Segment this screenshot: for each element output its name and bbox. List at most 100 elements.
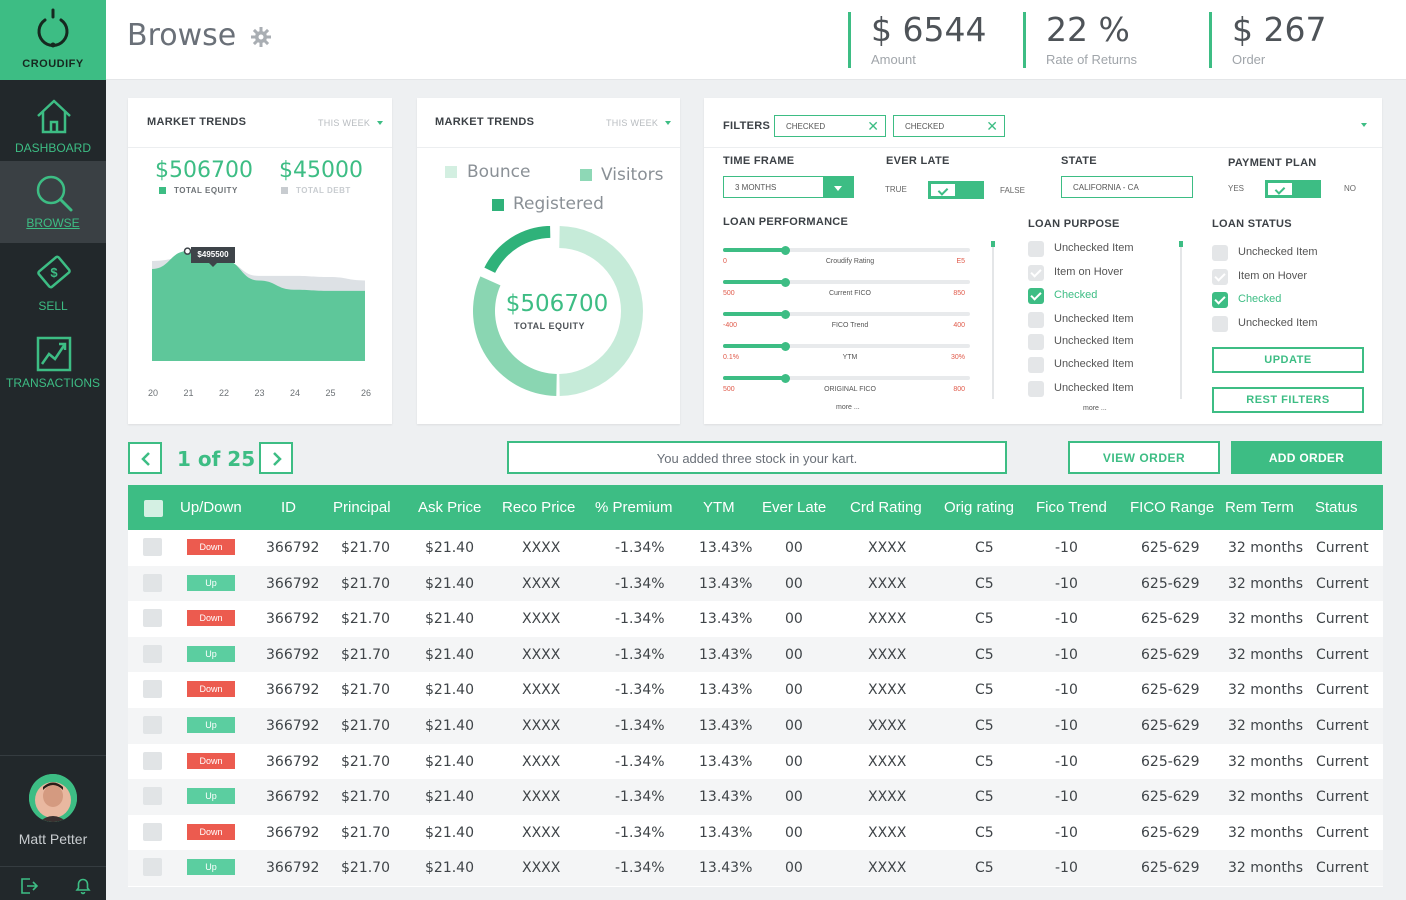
filter-chip[interactable]: CHECKED ✕ (774, 115, 886, 137)
checkbox[interactable] (1028, 312, 1044, 328)
table-row[interactable]: Up 366792 $21.70 $21.40 XXXX -1.34% 13.43% 00 XX… (128, 850, 1383, 886)
chevron-down-icon[interactable] (377, 121, 383, 125)
more-link[interactable]: more ... (1083, 405, 1107, 412)
row-checkbox[interactable] (143, 858, 162, 877)
avatar[interactable] (29, 774, 77, 822)
checkbox-item[interactable]: Item on Hover (1028, 265, 1178, 281)
scroll-thumb[interactable] (1179, 241, 1183, 247)
column-header[interactable]: Up/Down (180, 499, 242, 516)
range-slider[interactable] (723, 277, 970, 287)
range-slider[interactable] (723, 373, 970, 383)
column-header[interactable]: Ask Price (418, 499, 482, 516)
checkbox[interactable] (1212, 269, 1228, 285)
checkbox-item[interactable]: Unchecked Item (1028, 357, 1178, 373)
slider-handle[interactable] (780, 277, 790, 287)
row-checkbox[interactable] (143, 644, 162, 663)
row-checkbox[interactable] (143, 680, 162, 699)
table-row[interactable]: Up 366792 $21.70 $21.40 XXXX -1.34% 13.43% 00 XX… (128, 565, 1383, 602)
row-checkbox[interactable] (143, 751, 162, 770)
checkbox-item[interactable]: Checked (1212, 292, 1362, 308)
checkbox-item[interactable]: Unchecked Item (1028, 241, 1178, 257)
filter-chip[interactable]: CHECKED ✕ (893, 115, 1005, 137)
checkbox[interactable] (1212, 245, 1228, 261)
checkbox[interactable] (1212, 292, 1228, 308)
period-select[interactable]: THIS WEEK (318, 118, 371, 128)
row-checkbox[interactable] (143, 716, 162, 734)
range-slider[interactable] (723, 309, 970, 319)
checkbox-item[interactable]: Unchecked Item (1028, 312, 1178, 328)
checkbox[interactable] (1028, 381, 1044, 397)
checkbox-item[interactable]: Item on Hover (1212, 269, 1362, 285)
table-row[interactable]: Down 366792 $21.70 $21.40 XXXX -1.34% 13.43% 00… (128, 601, 1383, 637)
checkbox[interactable] (1028, 357, 1044, 373)
reset-filters-button[interactable]: REST FILTERS (1212, 387, 1364, 413)
table-row[interactable]: Down 366792 $21.70 $21.40 XXXX -1.34% 13.43% 00… (128, 672, 1383, 708)
column-header[interactable]: Crd Rating (850, 499, 922, 516)
scroll-thumb[interactable] (991, 241, 995, 247)
column-header[interactable]: YTM (703, 499, 735, 516)
bell-icon[interactable] (73, 876, 93, 896)
view-order-button[interactable]: VIEW ORDER (1068, 441, 1220, 474)
table-row[interactable]: Down 366792 $21.70 $21.40 XXXX -1.34% 13.43% 00… (128, 530, 1383, 566)
gear-icon[interactable] (250, 26, 272, 48)
checkbox[interactable] (1028, 334, 1044, 350)
column-header[interactable]: Rem Term (1225, 499, 1294, 516)
logout-icon[interactable] (19, 876, 39, 896)
checkbox[interactable] (1212, 316, 1228, 332)
column-header[interactable]: % Premium (595, 499, 673, 516)
slider-handle[interactable] (780, 373, 790, 383)
checkbox[interactable] (1028, 241, 1044, 257)
time-frame-select[interactable]: 3 MONTHS (723, 176, 854, 198)
checkbox[interactable] (1028, 265, 1044, 281)
close-icon[interactable]: ✕ (986, 118, 998, 134)
column-header[interactable]: Status (1315, 499, 1358, 516)
period-select[interactable]: THIS WEEK (606, 118, 659, 128)
checkbox-item[interactable]: Unchecked Item (1028, 381, 1178, 397)
table-row[interactable]: Down 366792 $21.70 $21.40 XXXX -1.34% 13.43% 00… (128, 815, 1383, 851)
column-header[interactable]: Orig rating (944, 499, 1015, 516)
close-icon[interactable]: ✕ (867, 118, 879, 134)
chevron-down-icon[interactable] (665, 121, 671, 125)
checkbox-item[interactable]: Checked (1028, 288, 1178, 304)
range-slider[interactable] (723, 245, 970, 255)
chart-point[interactable] (183, 247, 192, 255)
column-header[interactable]: Principal (333, 499, 391, 516)
ever-late-toggle[interactable] (928, 181, 984, 199)
prev-page-button[interactable] (128, 442, 162, 474)
row-checkbox[interactable] (143, 822, 162, 841)
scrollbar[interactable] (1179, 241, 1183, 399)
checkbox-item[interactable]: Unchecked Item (1212, 316, 1362, 332)
range-slider[interactable] (723, 341, 970, 351)
donut-segment-registered[interactable] (484, 226, 551, 273)
donut-segment-bounce[interactable] (559, 226, 644, 396)
checkbox-item[interactable]: Unchecked Item (1212, 245, 1362, 261)
slider-handle[interactable] (780, 245, 790, 255)
table-row[interactable]: Up 366792 $21.70 $21.40 XXXX -1.34% 13.43% 00 XX… (128, 636, 1383, 673)
chevron-down-icon[interactable] (823, 177, 853, 197)
app-logo[interactable]: CROUDIFY (0, 0, 106, 80)
table-row[interactable]: Up 366792 $21.70 $21.40 XXXX -1.34% 13.43% 00 XX… (128, 779, 1383, 815)
row-checkbox[interactable] (143, 573, 162, 592)
column-header[interactable]: Fico Trend (1036, 499, 1107, 516)
column-header[interactable]: Reco Price (502, 499, 576, 516)
payment-plan-toggle[interactable] (1265, 180, 1321, 198)
more-link[interactable]: more ... (836, 404, 860, 411)
table-row[interactable]: Up 366792 $21.70 $21.40 XXXX -1.34% 13.43% 00 XX… (128, 708, 1383, 744)
slider-handle[interactable] (780, 341, 790, 351)
state-select[interactable]: CALIFORNIA - CA (1061, 176, 1193, 198)
donut-segment-visitors[interactable] (472, 276, 557, 396)
scrollbar[interactable] (991, 241, 995, 399)
chevron-down-icon[interactable] (1361, 123, 1367, 127)
column-header[interactable]: Ever Late (762, 499, 827, 516)
add-order-button[interactable]: ADD ORDER (1231, 441, 1382, 474)
table-row[interactable]: Down 366792 $21.70 $21.40 XXXX -1.34% 13.43% 00… (128, 744, 1383, 780)
nav-transactions[interactable]: TRANSACTIONS (0, 320, 106, 396)
slider-handle[interactable] (780, 309, 790, 319)
column-header[interactable]: ID (281, 499, 296, 516)
row-checkbox[interactable] (143, 538, 162, 556)
row-checkbox[interactable] (143, 787, 162, 806)
checkbox-item[interactable]: Unchecked Item (1028, 334, 1178, 350)
select-all-checkbox[interactable] (144, 500, 163, 517)
next-page-button[interactable] (259, 442, 293, 474)
column-header[interactable]: FICO Range (1130, 499, 1215, 516)
